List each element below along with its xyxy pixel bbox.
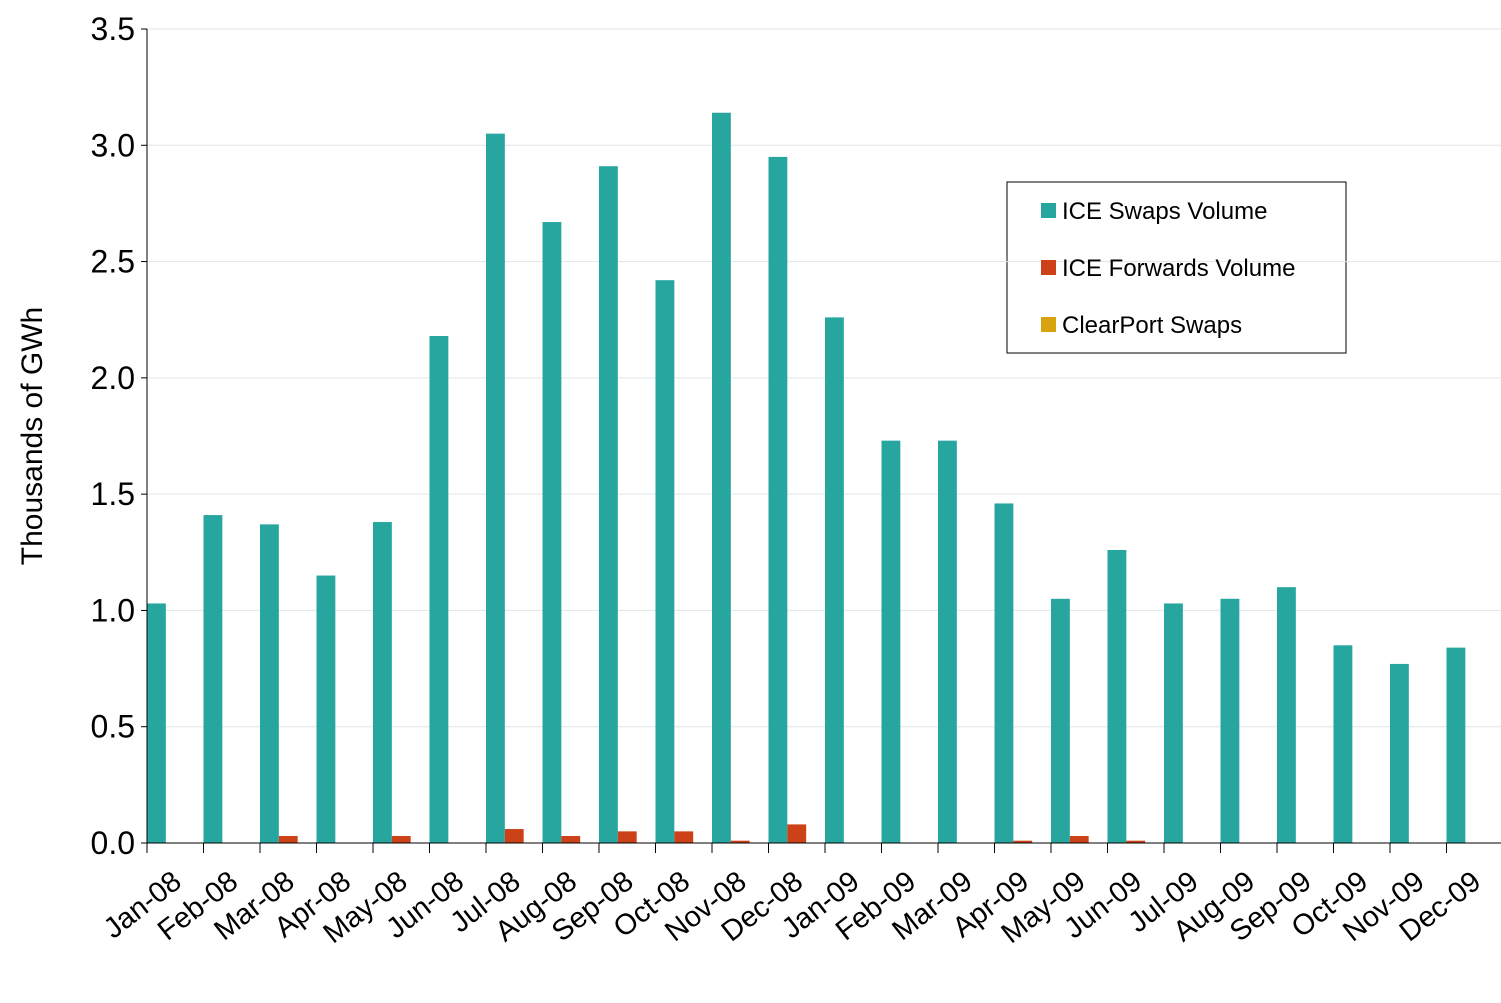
- bar: [504, 829, 524, 843]
- bar: [1069, 836, 1089, 843]
- bar: [617, 831, 637, 843]
- bar: [994, 503, 1014, 843]
- bar: [712, 112, 731, 844]
- bar: [655, 280, 675, 844]
- bar: [1126, 840, 1146, 843]
- bar: [542, 222, 562, 843]
- bar: [561, 836, 581, 843]
- bar: [147, 603, 166, 843]
- bar: [373, 522, 392, 843]
- legend-label: ICE Forwards Volume: [1062, 255, 1295, 282]
- y-tick-label: 3.0: [91, 127, 135, 163]
- bar: [730, 840, 750, 843]
- bar: [203, 515, 223, 843]
- bar: [316, 575, 336, 843]
- bar: [1390, 663, 1409, 843]
- legend-swatch: [1041, 203, 1056, 218]
- y-tick-label: 0.5: [91, 709, 135, 745]
- bar: [1277, 587, 1296, 843]
- y-tick-label: 0.0: [91, 825, 135, 861]
- bar: [1107, 549, 1127, 843]
- bar: [429, 335, 449, 843]
- legend-label: ICE Swaps Volume: [1062, 198, 1267, 225]
- y-tick-label: 2.0: [91, 360, 135, 396]
- bar: [391, 836, 411, 843]
- y-tick-label: 1.0: [91, 592, 135, 628]
- y-tick-label: 1.5: [91, 476, 135, 512]
- bar: [1051, 598, 1070, 843]
- bar: [787, 824, 807, 843]
- bar: [278, 836, 298, 843]
- bar: [599, 166, 618, 843]
- legend-swatch: [1041, 317, 1056, 332]
- bar: [1333, 645, 1353, 843]
- bar: [1013, 840, 1033, 843]
- bar: [674, 831, 694, 843]
- bar: [260, 524, 279, 843]
- legend-swatch: [1041, 260, 1056, 275]
- bar: [938, 440, 957, 843]
- bar: [825, 317, 844, 844]
- bar: [1220, 598, 1240, 843]
- legend-label: ClearPort Swaps: [1062, 312, 1242, 339]
- bar: [486, 133, 505, 843]
- bar: [881, 440, 901, 843]
- bar: [1164, 603, 1183, 843]
- bar: [1446, 647, 1466, 843]
- legend-box: [1006, 181, 1347, 354]
- y-tick-label: 2.5: [91, 244, 135, 280]
- bar: [768, 156, 788, 843]
- y-tick-label: 3.5: [91, 11, 135, 47]
- y-axis-title: Thousands of GWh: [16, 307, 49, 565]
